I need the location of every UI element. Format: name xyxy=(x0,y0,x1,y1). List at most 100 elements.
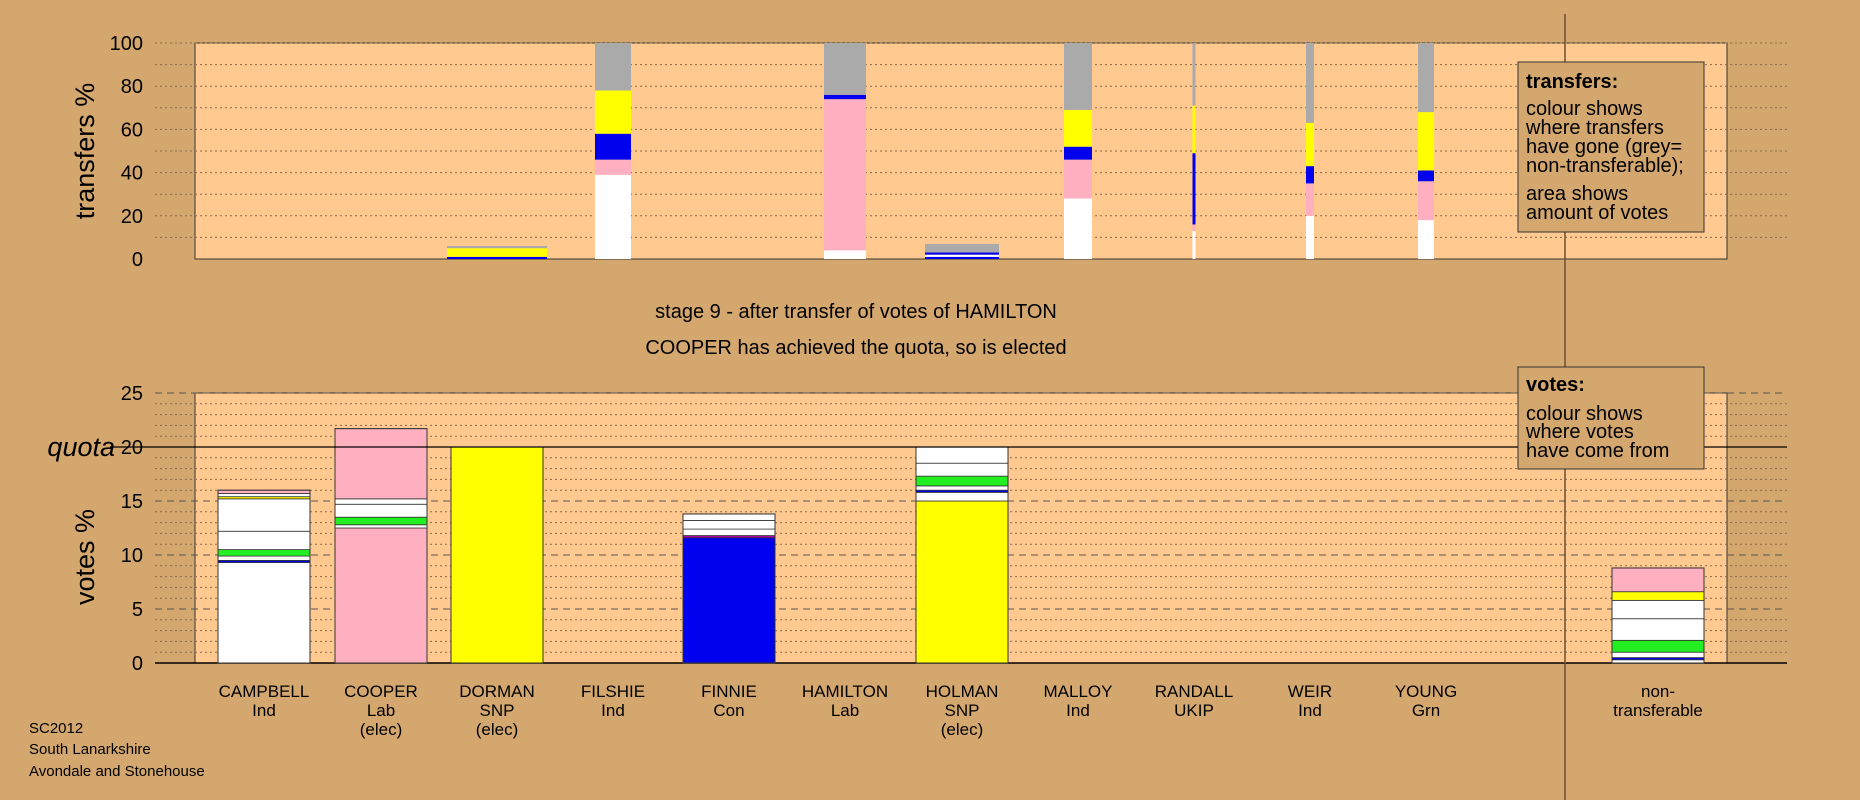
vote-segment xyxy=(334,524,428,529)
vote-bar-outline xyxy=(217,489,311,664)
transfers-legend-line: have gone (grey= xyxy=(1526,136,1682,158)
transfer-segment xyxy=(1064,109,1092,147)
candidate-party-label: Lab xyxy=(367,701,395,720)
transfer-segment xyxy=(1192,105,1196,154)
transfer-segment xyxy=(595,174,631,259)
vote-segment xyxy=(915,500,1009,664)
candidate-labels: CAMPBELLIndCOOPERLab(elec)DORMANSNP(elec… xyxy=(219,682,1703,739)
vote-segment xyxy=(915,475,1009,487)
votes-legend-line: colour shows xyxy=(1526,403,1643,425)
votes-y-tick-label: 25 xyxy=(121,383,143,405)
transfer-segment xyxy=(925,256,999,259)
transfers-y-tick-label: 0 xyxy=(132,249,143,271)
candidate-party-label: UKIP xyxy=(1174,701,1214,720)
transfers-legend: transfers: colour shows where transfers … xyxy=(1517,61,1705,233)
vote-segment xyxy=(450,446,544,664)
footer-ward: Avondale and Stonehouse xyxy=(29,763,205,780)
vote-segment xyxy=(915,446,1009,464)
transfer-segment xyxy=(447,256,547,259)
candidate-party-label: transferable xyxy=(1613,701,1703,720)
footer-election: SC2012 xyxy=(29,720,83,737)
votes-legend-line: where votes xyxy=(1525,421,1634,443)
vote-segment xyxy=(1611,618,1705,641)
candidate-name-label: COOPER xyxy=(344,682,418,701)
candidate-party-label: Ind xyxy=(1298,701,1322,720)
transfers-panel: 0 20 40 60 80 100 transfers % xyxy=(70,33,1787,271)
transfer-segment xyxy=(1064,146,1092,160)
candidate-party-label: SNP xyxy=(480,701,515,720)
votes-y-tick-label: 0 xyxy=(132,653,143,675)
transfers-legend-line: colour shows xyxy=(1526,98,1643,120)
vote-segment xyxy=(1611,599,1705,620)
transfer-segment xyxy=(595,133,631,160)
transfers-legend-title: transfers: xyxy=(1526,71,1618,93)
vote-segment xyxy=(915,491,1009,502)
transfers-y-tick-label: 100 xyxy=(110,33,143,55)
candidate-party-label: Ind xyxy=(252,701,276,720)
transfer-segment xyxy=(1418,112,1434,171)
transfer-segment xyxy=(824,43,866,95)
vote-segment xyxy=(334,503,428,518)
vote-bar-outline xyxy=(682,513,776,664)
vote-segment xyxy=(1611,651,1705,659)
transfer-segment xyxy=(1306,122,1314,167)
votes-panel: 0 5 10 15 20 25 quota votes % xyxy=(47,383,1787,675)
vote-segment xyxy=(334,516,428,526)
vote-segment xyxy=(682,513,776,521)
candidate-name-label: FINNIE xyxy=(701,682,757,701)
transfer-segment xyxy=(1306,43,1314,123)
candidate-party-label: Ind xyxy=(1066,701,1090,720)
transfers-y-tick-label: 60 xyxy=(121,119,143,141)
candidate-name-label: CAMPBELL xyxy=(219,682,310,701)
candidate-name-label: WEIR xyxy=(1288,682,1332,701)
transfer-segment xyxy=(1192,153,1196,225)
transfers-y-tick-label: 40 xyxy=(121,163,143,185)
vote-segment xyxy=(217,498,311,532)
vote-segment xyxy=(682,528,776,536)
transfer-segment xyxy=(1192,230,1196,259)
candidate-name-label: RANDALL xyxy=(1155,682,1233,701)
transfer-segment xyxy=(1306,166,1314,184)
transfer-segment xyxy=(1064,43,1092,110)
transfer-segment xyxy=(824,94,866,100)
vote-segment xyxy=(915,462,1009,477)
transfer-segment xyxy=(824,250,866,259)
votes-bars xyxy=(217,428,1705,664)
transfer-segment xyxy=(1064,159,1092,199)
vote-segment xyxy=(217,562,311,664)
vote-segment xyxy=(682,537,776,664)
candidate-note-label: (elec) xyxy=(941,720,984,739)
candidate-name-label: non- xyxy=(1641,682,1675,701)
transfer-segment xyxy=(1418,181,1434,221)
transfer-segment xyxy=(824,99,866,251)
transfers-y-tick-label: 80 xyxy=(121,76,143,98)
vote-segment xyxy=(334,428,428,500)
transfers-legend-line: amount of votes xyxy=(1526,202,1668,224)
vote-segment xyxy=(334,527,428,664)
transfer-segment xyxy=(1418,220,1434,259)
transfers-legend-line: where transfers xyxy=(1525,117,1664,139)
votes-legend: votes: colour shows where votes have com… xyxy=(1517,366,1705,470)
transfer-segment xyxy=(925,252,999,255)
candidate-name-label: FILSHIE xyxy=(581,682,645,701)
transfers-y-axis-title: transfers % xyxy=(70,83,100,220)
transfer-segment xyxy=(595,43,631,91)
vote-segment xyxy=(1611,591,1705,601)
vote-bar-outline xyxy=(334,428,428,664)
transfer-segment xyxy=(925,243,999,253)
candidate-party-label: Lab xyxy=(831,701,859,720)
votes-legend-title: votes: xyxy=(1526,374,1585,396)
vote-segment xyxy=(682,520,776,530)
transfers-y-tick-label: 20 xyxy=(121,206,143,228)
votes-y-tick-label: 15 xyxy=(121,491,143,513)
footer-council: South Lanarkshire xyxy=(29,741,151,758)
transfer-segment xyxy=(595,90,631,134)
candidate-name-label: DORMAN xyxy=(459,682,535,701)
transfers-legend-line: non-transferable); xyxy=(1526,155,1684,177)
quota-label: quota xyxy=(47,432,115,462)
vote-segment xyxy=(217,555,311,561)
candidate-party-label: SNP xyxy=(945,701,980,720)
transfers-legend-line: area shows xyxy=(1526,183,1628,205)
transfer-segment xyxy=(1418,170,1434,182)
